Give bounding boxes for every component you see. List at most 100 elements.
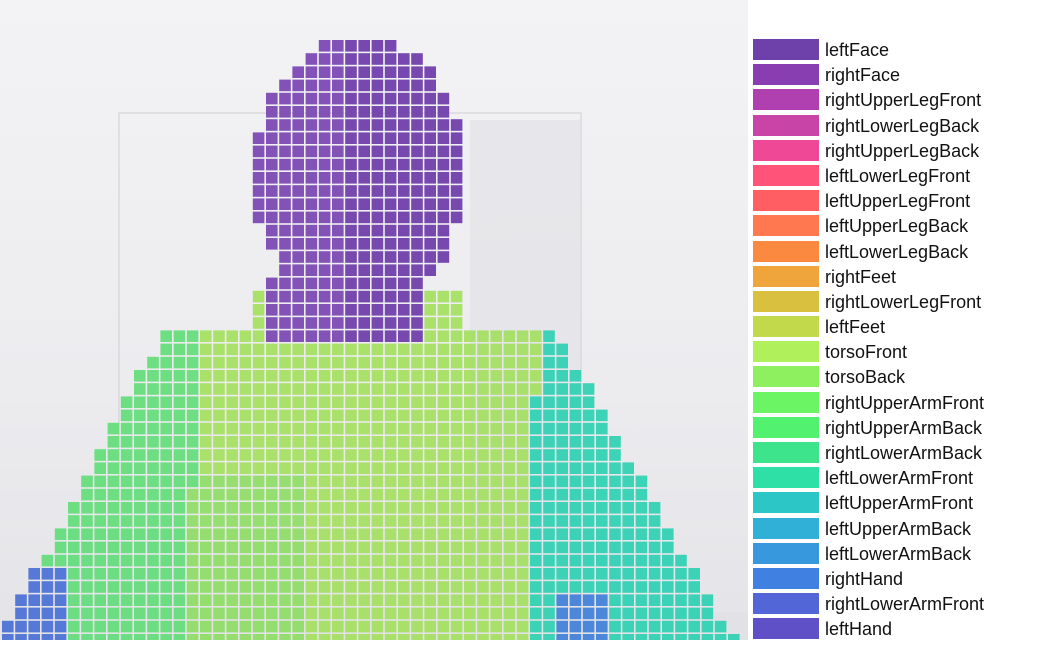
- legend-label: rightLowerArmFront: [825, 594, 985, 615]
- legend-label: torsoBack: [825, 367, 906, 388]
- segmentation-cell: [371, 79, 384, 92]
- segmentation-cell: [305, 172, 318, 184]
- segmentation-cell: [701, 634, 714, 640]
- segmentation-cell: [173, 594, 186, 606]
- segmentation-cell: [477, 515, 489, 527]
- segmentation-cell: [345, 92, 357, 105]
- segmentation-cell: [292, 251, 304, 263]
- segmentation-cell: [345, 409, 357, 422]
- segmentation-cell: [516, 475, 529, 488]
- segmentation-cell: [279, 356, 291, 369]
- segmentation-cell: [635, 475, 648, 488]
- segmentation-cell: [530, 330, 542, 342]
- segmentation-cell: [318, 634, 331, 640]
- segmentation-cell: [279, 594, 291, 606]
- segmentation-cell: [424, 198, 436, 210]
- segmentation-cell: [384, 356, 397, 369]
- segmentation-cell: [345, 396, 357, 408]
- segmentation-cell: [490, 554, 502, 567]
- segmentation-cell: [266, 224, 278, 237]
- segmentation-cell: [345, 185, 357, 197]
- segmentation-cell: [358, 198, 370, 210]
- segmentation-cell: [398, 132, 410, 144]
- segmentation-cell: [688, 568, 700, 580]
- segmentation-cell: [107, 581, 120, 593]
- legend-item-rightUpperArmFront: rightUpperArmFront: [753, 391, 1042, 416]
- segmentation-cell: [569, 462, 582, 474]
- segmentation-cell: [200, 634, 212, 640]
- segmentation-cell: [424, 488, 436, 501]
- segmentation-cell: [292, 304, 304, 316]
- segmentation-cell: [186, 502, 199, 514]
- segmentation-cell: [345, 581, 357, 593]
- segmentation-cell: [398, 79, 410, 92]
- segmentation-cell: [464, 436, 476, 448]
- segmentation-cell: [279, 502, 291, 514]
- segmentation-cell: [450, 409, 463, 422]
- segmentation-cell: [424, 620, 436, 633]
- segmentation-cell: [450, 620, 463, 633]
- segmentation-cell: [305, 568, 318, 580]
- segmentation-cell: [398, 383, 410, 395]
- segmentation-cell: [398, 224, 410, 237]
- segmentation-cell: [582, 634, 595, 640]
- segmentation-cell: [596, 620, 608, 633]
- segmentation-cell: [688, 581, 700, 593]
- segmentation-cell: [371, 172, 384, 184]
- segmentation-cell: [490, 528, 502, 540]
- segmentation-cell: [477, 449, 489, 461]
- segmentation-cell: [516, 422, 529, 435]
- segmentation-cell: [134, 634, 146, 640]
- segmentation-cell: [424, 475, 436, 488]
- segmentation-cell: [582, 383, 595, 395]
- segmentation-cell: [266, 290, 278, 303]
- segmentation-cell: [569, 568, 582, 580]
- segmentation-cell: [160, 581, 172, 593]
- segmentation-cell: [266, 145, 278, 158]
- segmentation-cell: [635, 568, 648, 580]
- segmentation-cell: [81, 581, 93, 593]
- segmentation-cell: [384, 198, 397, 210]
- segmentation-cell: [437, 436, 450, 448]
- segmentation-cell: [596, 607, 608, 620]
- segmentation-cell: [398, 554, 410, 567]
- segmentation-cell: [332, 330, 344, 342]
- segmentation-cell: [516, 409, 529, 422]
- legend-item-leftUpperLegFront: leftUpperLegFront: [753, 189, 1042, 214]
- segmentation-cell: [107, 462, 120, 474]
- segmentation-cell: [279, 238, 291, 250]
- segmentation-cell: [266, 488, 278, 501]
- segmentation-cell: [120, 568, 133, 580]
- segmentation-cell: [107, 528, 120, 540]
- segmentation-cell: [28, 620, 40, 633]
- segmentation-cell: [134, 515, 146, 527]
- segmentation-cell: [305, 594, 318, 606]
- segmentation-cell: [279, 330, 291, 342]
- legend-item-rightLowerLegFront: rightLowerLegFront: [753, 290, 1042, 315]
- segmentation-cell: [358, 488, 370, 501]
- segmentation-cell: [648, 541, 661, 554]
- segmentation-cell: [358, 634, 370, 640]
- segmentation-cell: [94, 634, 106, 640]
- segmentation-cell: [173, 383, 186, 395]
- segmentation-cell: [358, 53, 370, 65]
- segmentation-cell: [477, 594, 489, 606]
- segmentation-cell: [305, 528, 318, 540]
- segmentation-cell: [345, 475, 357, 488]
- segmentation-cell: [530, 449, 542, 461]
- segmentation-cell: [358, 396, 370, 408]
- segmentation-cell: [635, 607, 648, 620]
- segmentation-cell: [332, 356, 344, 369]
- segmentation-cell: [252, 607, 265, 620]
- segmentation-cell: [609, 594, 621, 606]
- segmentation-cell: [305, 554, 318, 567]
- segmentation-cell: [503, 634, 516, 640]
- segmentation-cell: [477, 620, 489, 633]
- segmentation-cell: [266, 106, 278, 118]
- segmentation-cell: [292, 92, 304, 105]
- segmentation-cell: [134, 462, 146, 474]
- segmentation-cell: [318, 449, 331, 461]
- segmentation-cell: [266, 607, 278, 620]
- segmentation-cell: [411, 541, 423, 554]
- segmentation-cell: [371, 330, 384, 342]
